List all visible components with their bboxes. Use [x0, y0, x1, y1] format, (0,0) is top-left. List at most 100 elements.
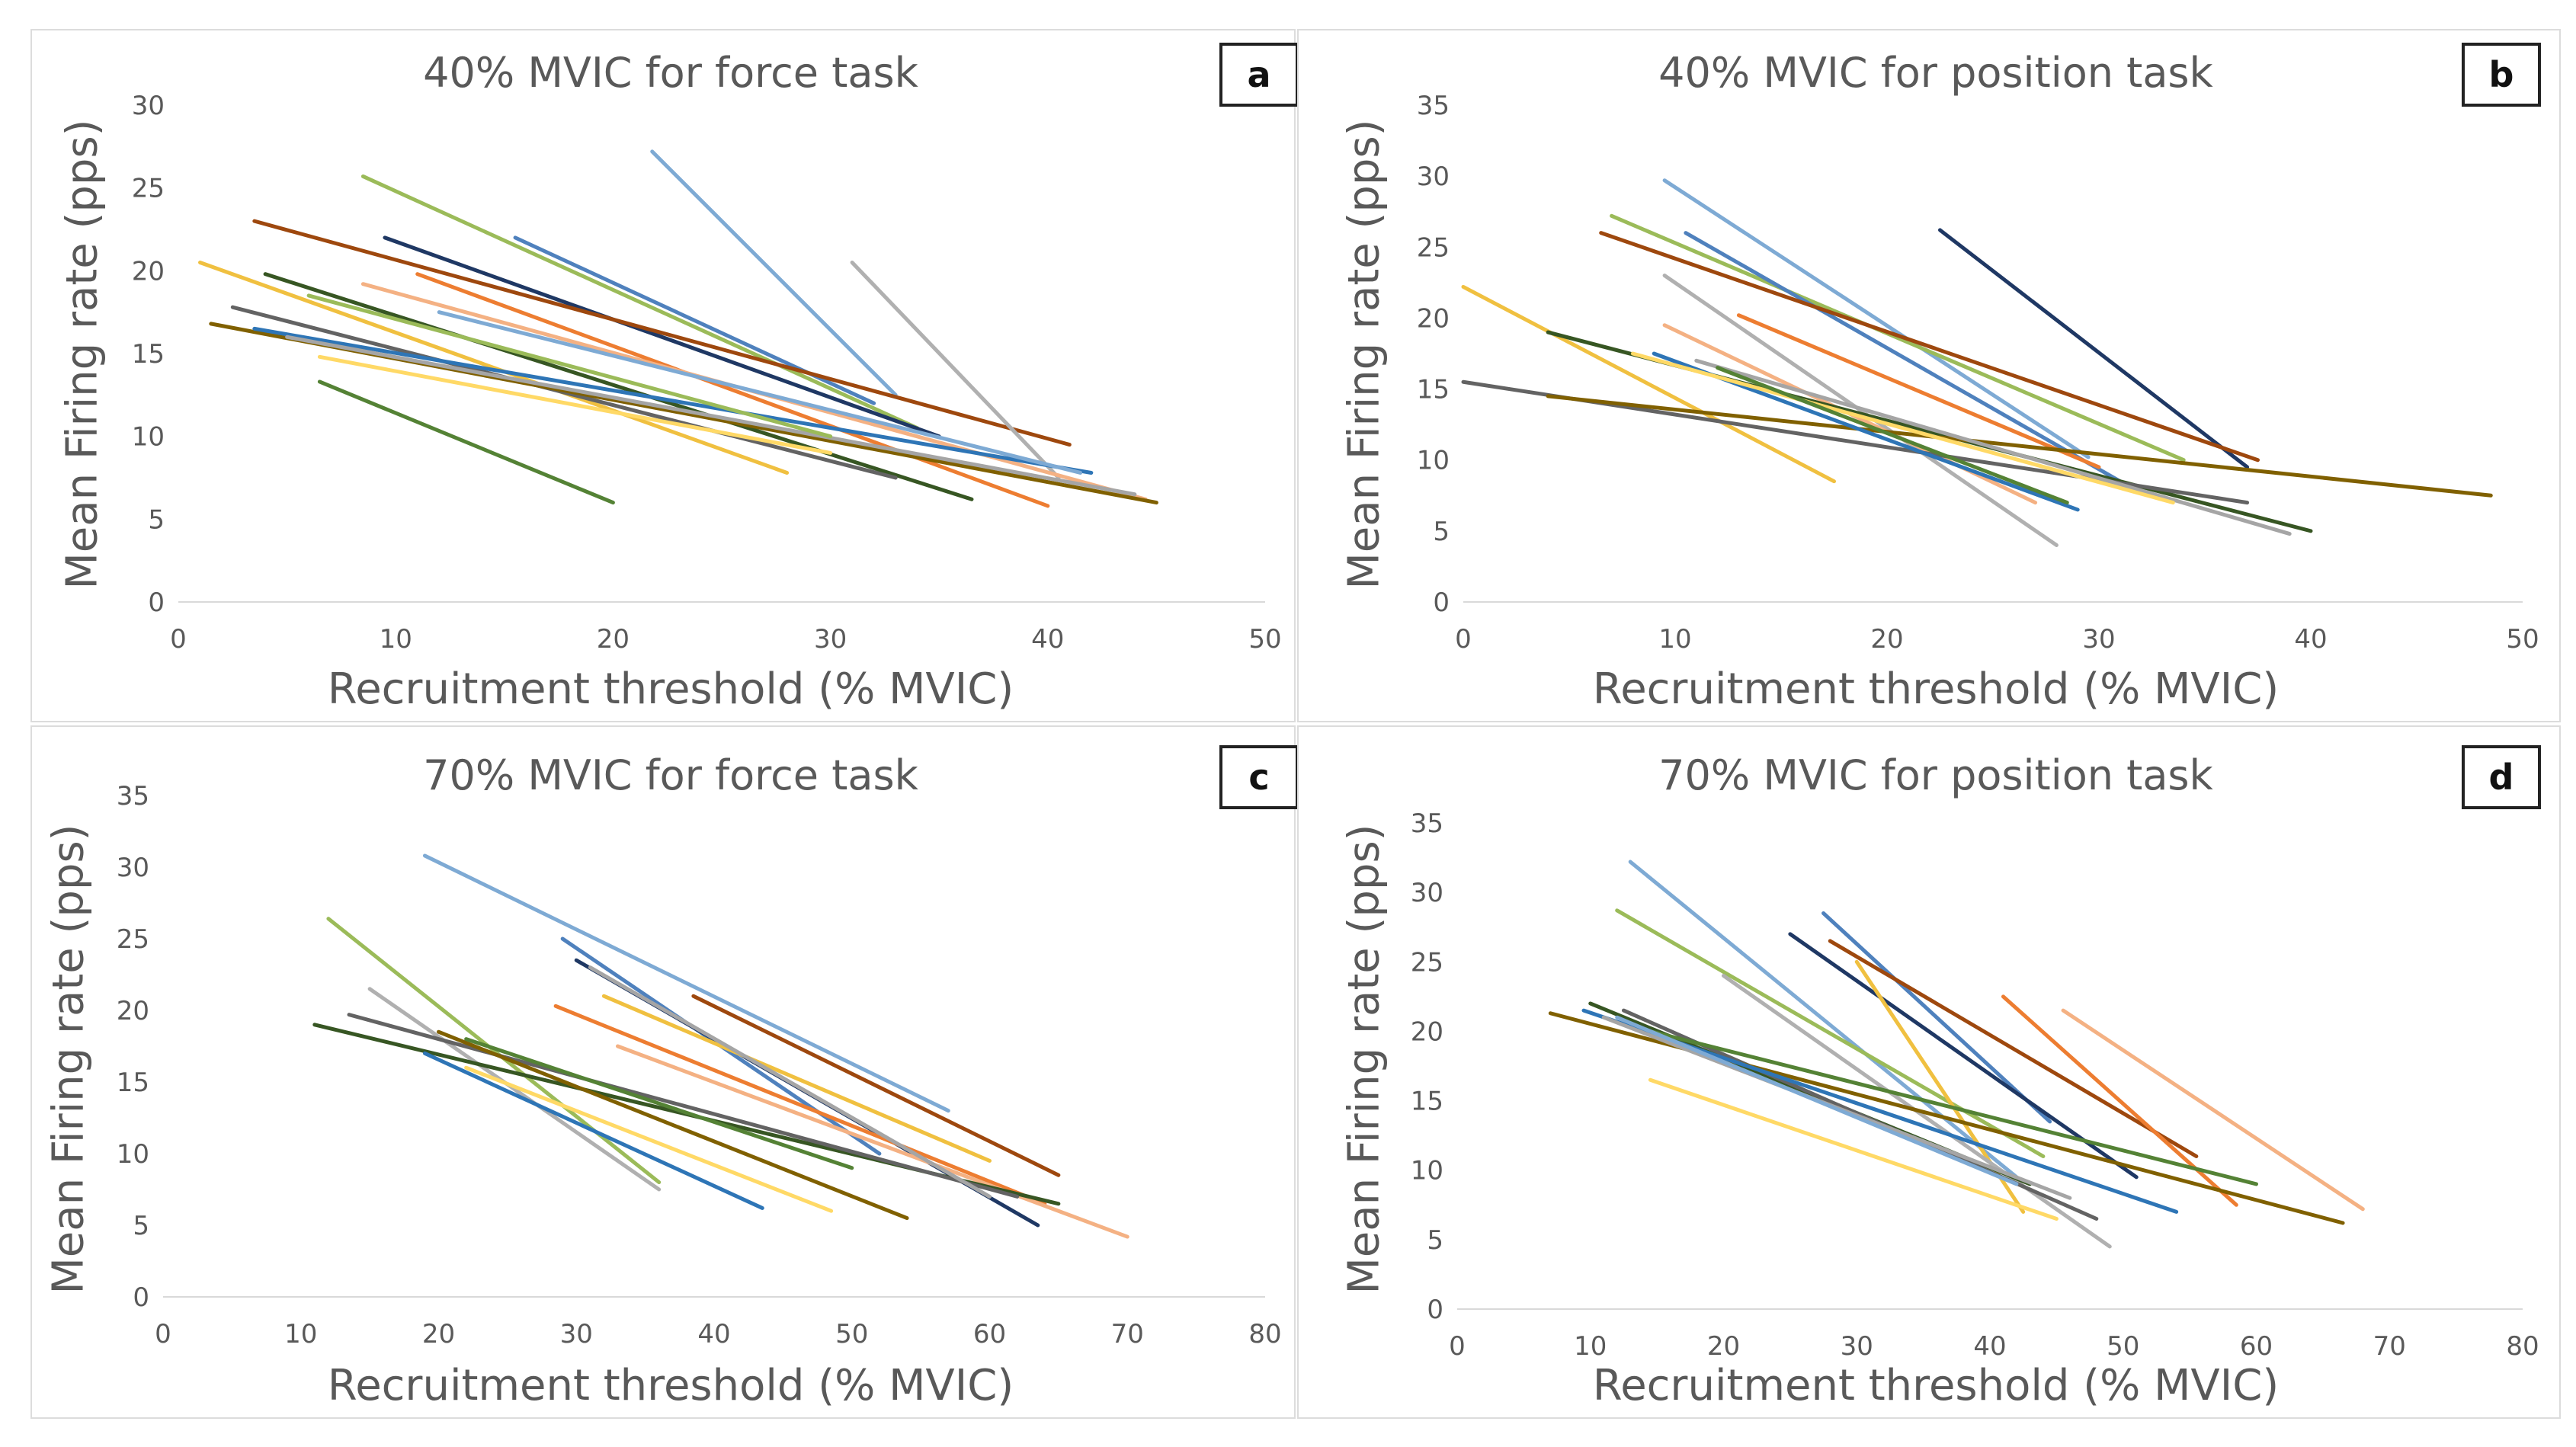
y-tick-label: 15	[117, 1068, 149, 1098]
x-tick-label: 50	[835, 1319, 868, 1349]
panel-label: c	[1219, 745, 1299, 809]
x-tick-label: 40	[1031, 624, 1064, 655]
series-line-15	[1648, 1077, 2059, 1221]
chart-title: 70% MVIC for position task	[1658, 751, 2213, 799]
y-tick-label: 35	[117, 781, 149, 812]
series-line-12	[437, 1029, 909, 1221]
chart-title: 70% MVIC for force task	[423, 751, 918, 799]
series-line-6	[1461, 284, 1836, 484]
y-tick-label: 20	[1417, 303, 1450, 334]
y-tick-label: 5	[148, 504, 165, 535]
y-tick-label: 15	[1417, 375, 1450, 405]
series-line-5	[252, 219, 1072, 447]
series-line-2	[1610, 213, 2186, 463]
y-tick-label: 0	[1433, 587, 1450, 618]
panel-label: d	[2462, 745, 2541, 809]
series-line-2	[1615, 908, 2046, 1158]
chart-panel-a: 0 5 10 15 20 25 30 0 10 20 30 40 50 40% MVIC for for…	[0, 0, 1299, 724]
series-line-13	[422, 1051, 764, 1210]
x-tick-label: 60	[2240, 1331, 2273, 1362]
y-tick-label: 25	[117, 924, 149, 955]
y-tick-label: 30	[1417, 162, 1450, 192]
chart-svg-a: 0 5 10 15 20 25 30 0 10 20 30 40 50	[132, 91, 1282, 655]
series-line-4	[383, 235, 941, 439]
x-tick-label: 80	[1248, 1319, 1281, 1349]
panel-frame	[30, 29, 1296, 722]
series-line-9	[2061, 1008, 2365, 1212]
x-tick-label: 20	[1870, 624, 1903, 655]
series-line-3	[1821, 911, 2052, 1124]
x-tick-label: 40	[697, 1319, 730, 1349]
chart-title: 40% MVIC for position task	[1658, 49, 2213, 97]
y-tick-label: 10	[132, 422, 165, 453]
series-line-8	[1736, 313, 2101, 469]
y-axis-label: Mean Firing rate (pps)	[57, 119, 107, 590]
y-tick-label: 10	[1411, 1156, 1443, 1186]
series-line-15	[464, 1065, 834, 1213]
y-tick-label: 30	[132, 91, 165, 121]
x-tick-label: 60	[973, 1319, 1006, 1349]
series-line-9	[615, 1044, 1129, 1239]
chart-svg-b: 0 5 10 15 20 25 30 35 0 10 20 30 40 50	[1417, 91, 2539, 655]
x-tick-label: 10	[380, 624, 412, 655]
series-line-14	[285, 335, 1137, 497]
x-tick-label: 50	[2506, 624, 2539, 655]
series-line-16	[1648, 1029, 2258, 1186]
series-line-8	[553, 1004, 1047, 1206]
x-tick-label: 70	[2373, 1331, 2406, 1362]
series-line-1	[1662, 178, 2091, 459]
y-tick-label: 5	[1433, 517, 1450, 547]
series-line-4	[1938, 228, 2250, 469]
y-tick-label: 10	[1417, 446, 1450, 476]
series-line-5	[691, 994, 1061, 1177]
x-tick-label: 20	[597, 624, 630, 655]
series-line-11	[347, 1013, 1020, 1199]
series-line-14	[1694, 358, 2292, 536]
chart-title: 40% MVIC for force task	[423, 49, 918, 97]
x-tick-label: 40	[1973, 1331, 2006, 1362]
series-line-1	[422, 853, 950, 1113]
series-line-5	[1599, 231, 2260, 463]
panel-frame	[1297, 29, 2561, 722]
y-tick-label: 35	[1417, 91, 1450, 121]
panel-frame	[1297, 725, 2561, 1419]
series-line-12	[1546, 394, 2493, 498]
y-tick-label: 15	[132, 339, 165, 370]
y-tick-label: 20	[117, 996, 149, 1026]
series-line-16	[317, 379, 615, 505]
chart-panel-c: 0 5 10 15 20 25 30 35 0 10 20 30 40 50 60 70 80 70% MVIC…	[0, 724, 1299, 1447]
series-line-6	[601, 994, 992, 1163]
x-tick-label: 0	[1449, 1331, 1466, 1362]
x-tick-label: 20	[422, 1319, 455, 1349]
y-tick-label: 35	[1411, 808, 1443, 839]
x-axis-label: Recruitment threshold (% MVIC)	[327, 1361, 1014, 1410]
x-axis-label: Recruitment threshold (% MVIC)	[327, 664, 1014, 714]
series-line-6	[198, 260, 790, 475]
series-line-14	[588, 965, 992, 1199]
series-line-1	[1628, 860, 2019, 1180]
panel-label: b	[2462, 43, 2541, 107]
series-line-1	[650, 149, 898, 397]
x-tick-label: 30	[1841, 1331, 1873, 1362]
series-line-18	[306, 293, 833, 439]
chart-panel-d: 0 5 10 15 20 25 30 35 0 10 20 30 40 50 60 70 80 70% MVIC…	[1296, 724, 2576, 1447]
series-line-13	[252, 326, 1094, 475]
x-tick-label: 40	[2294, 624, 2327, 655]
x-tick-label: 0	[1455, 624, 1472, 655]
series-line-17	[437, 310, 1083, 475]
series-line-7	[367, 987, 662, 1192]
y-axis-label: Mean Firing rate (pps)	[1339, 119, 1389, 590]
x-axis-label: Recruitment threshold (% MVIC)	[1592, 664, 2280, 714]
x-tick-label: 70	[1111, 1319, 1144, 1349]
series-line-16	[464, 1037, 854, 1170]
series-line-3	[1684, 231, 2123, 484]
x-tick-label: 0	[155, 1319, 171, 1349]
y-axis-label: Mean Firing rate (pps)	[1339, 824, 1389, 1295]
y-tick-label: 5	[133, 1211, 149, 1241]
x-axis-label: Recruitment threshold (% MVIC)	[1592, 1361, 2280, 1410]
x-tick-label: 10	[284, 1319, 317, 1349]
series-line-4	[1788, 932, 2139, 1180]
x-tick-label: 50	[1248, 624, 1281, 655]
chart-svg-c: 0 5 10 15 20 25 30 35 0 10 20 30 40 50 60 70 80	[117, 781, 1282, 1349]
y-tick-label: 20	[132, 256, 165, 287]
